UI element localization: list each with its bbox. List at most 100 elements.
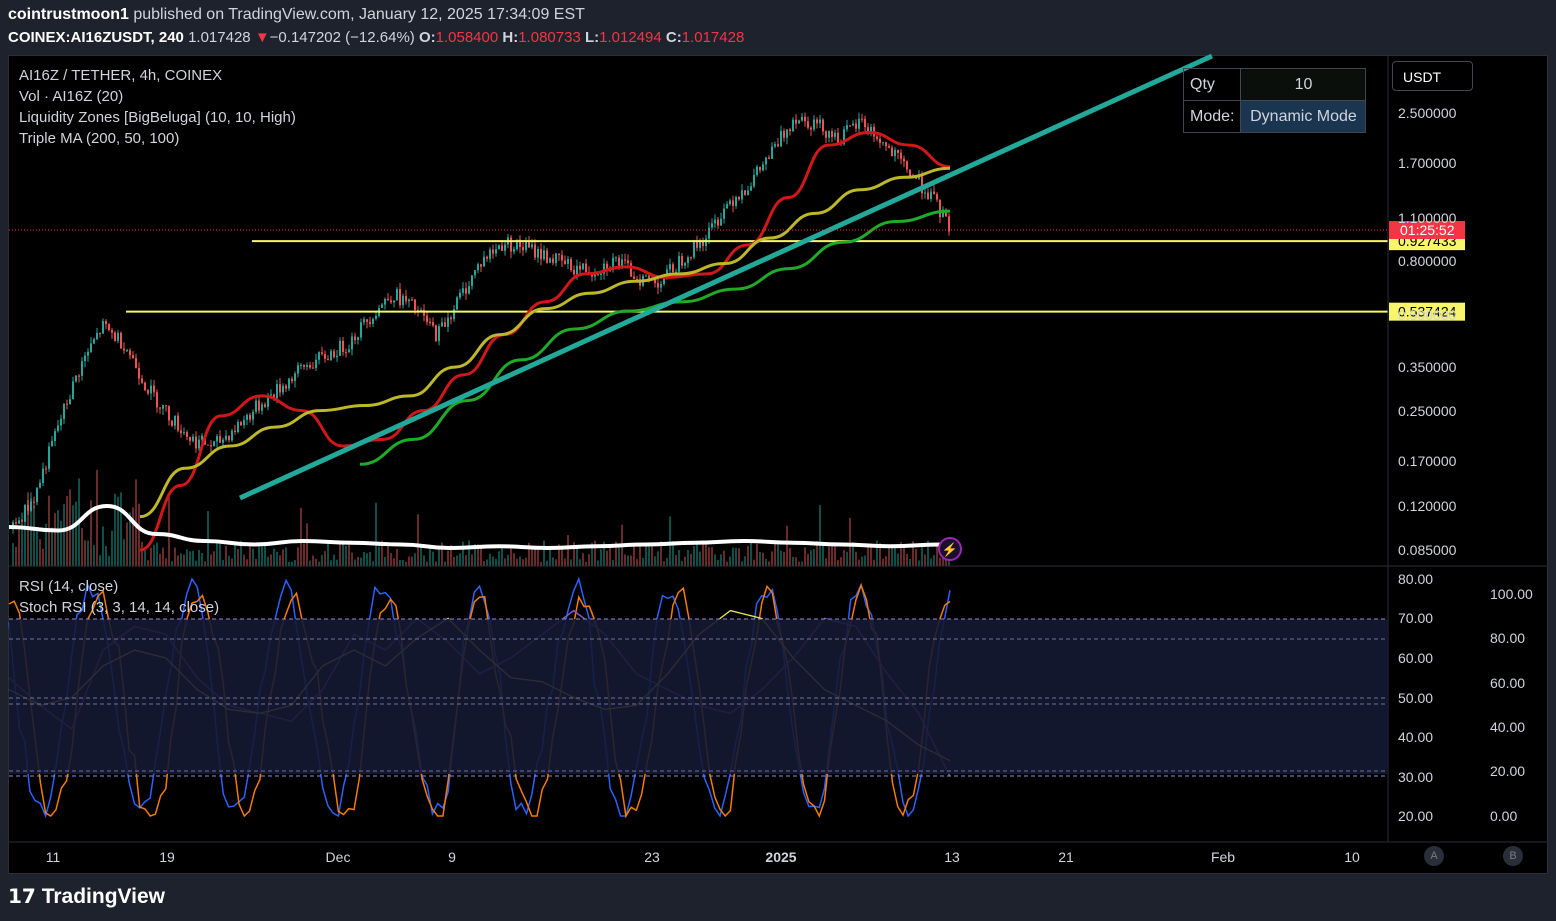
candle-body [111,329,113,333]
candle-body [687,257,689,264]
volume-bar [138,503,140,566]
candle-body [756,166,758,175]
candle-body [366,319,368,322]
author[interactable]: cointrustmoon1 [8,6,129,23]
candle-body [846,125,848,130]
symbol[interactable]: COINEX:AI16ZUSDT, 240 [8,29,184,46]
candle-body [405,295,407,302]
volume-bar [582,553,584,566]
tradingview-logo[interactable]: 𝟭𝟳 TradingView [8,884,165,909]
legend-stoch-rsi[interactable]: Stoch RSI (3, 3, 14, 14, close) [19,599,220,616]
rsi-band [9,619,1388,774]
candle-body [402,295,404,306]
candle-body [264,404,266,407]
volume-bar [351,552,353,566]
volume-bar [510,548,512,566]
volume-bar [615,541,617,566]
volume-bar [786,525,788,566]
volume-bar [579,559,581,566]
candle-body [180,430,182,434]
volume-bar [18,529,20,566]
volume-bar [567,535,569,566]
volume-bar [195,560,197,566]
legend-title[interactable]: AI16Z / TETHER, 4h, COINEX [19,67,223,84]
volume-bar [666,558,668,566]
volume-bar [24,507,26,566]
candle-body [450,317,452,320]
volume-bar [702,540,704,566]
candle-body [513,249,515,252]
candle-body [435,325,437,342]
volume-bar [480,545,482,566]
volume-bar [333,554,335,566]
price-change: −0.147202 (−12.64%) [269,29,415,46]
volume-bar [51,527,53,566]
volume-bar [384,556,386,566]
volume-bar [165,558,167,566]
candle-body [138,367,140,379]
candle-body [441,322,443,327]
last-price: 1.017428 [188,29,251,46]
candle-body [762,164,764,171]
candle-body [561,254,563,261]
candle-body [27,505,29,511]
candle-body [165,405,167,407]
currency-button[interactable]: USDT [1392,61,1473,91]
scale-a-button[interactable]: A [1424,846,1444,866]
volume-bar [846,551,848,566]
candle-body [105,321,107,325]
volume-bar [696,540,698,566]
volume-bar [306,523,308,566]
legend-rsi[interactable]: RSI (14, close) [19,578,119,595]
candle-body [534,244,536,258]
candle-body [459,292,461,298]
candle-body [933,191,935,195]
volume-bar [189,551,191,566]
volume-bar [594,540,596,566]
volume-bar [795,557,797,566]
scale-b-button[interactable]: B [1503,846,1523,866]
volume-bar [273,548,275,566]
volume-bar [843,550,845,566]
candle-body [183,432,185,434]
candle-body [750,186,752,191]
candle-body [681,256,683,266]
legend-liquidity[interactable]: Liquidity Zones [BigBeluga] (10, 10, Hig… [19,109,296,126]
stoch-tick-label: 0.00 [1490,808,1517,824]
time-tick-label: 2025 [765,849,796,865]
volume-bar [336,559,338,566]
time-tick-label: 23 [644,849,660,865]
candle-body [723,208,725,219]
price-tick-label: 1.700000 [1398,155,1457,171]
candle-body [504,244,506,251]
volume-bar [606,550,608,566]
volume-bar [486,559,488,566]
candle-body [150,385,152,394]
candle-body [30,501,32,511]
volume-bar [603,541,605,566]
volume-bar [612,559,614,566]
candle-body [732,200,734,206]
volume-bar [489,553,491,566]
candle-body [228,435,230,441]
volume-bar [528,542,530,566]
volume-bar [93,545,95,566]
volume-bar [699,551,701,566]
volume-bar [462,541,464,566]
candle-body [582,263,584,270]
candle-body [465,288,467,294]
time-tick-label: Dec [326,849,351,865]
volume-bar [234,544,236,566]
price-tick-label: 0.170000 [1398,453,1457,469]
legend-vol[interactable]: Vol · AI16Z (20) [19,88,124,105]
volume-bar [441,542,443,566]
volume-bar [651,543,653,566]
volume-bar [933,555,935,566]
volume-bar [597,560,599,566]
candle-body [816,119,818,124]
candle-body [657,283,659,288]
volume-bar [732,547,734,566]
zone-tag-lower-text: 0.537424 [1398,304,1457,320]
legend-triple-ma[interactable]: Triple MA (200, 50, 100) [19,130,180,147]
